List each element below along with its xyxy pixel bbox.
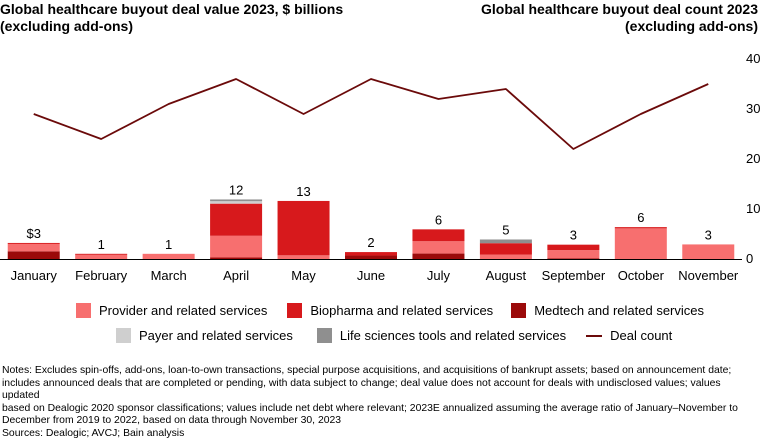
legend-label-provider: Provider and related services (99, 303, 268, 318)
deal-value-chart: January February March April May June July Augu… (0, 51, 760, 283)
bar-medtech-september (547, 258, 600, 259)
legend-label-deal-count: Deal count (610, 328, 673, 343)
bar-provider-february (75, 254, 128, 259)
bar-provider-april (210, 235, 263, 258)
bar-biopharma-january (7, 242, 60, 244)
y2-tick-label: 10 (746, 201, 760, 216)
total-label: $3 (26, 226, 40, 241)
bar-medtech-january (7, 251, 60, 259)
y2-tick-label: 40 (746, 51, 760, 66)
bar-provider-august (479, 254, 532, 259)
legend-label-life-sciences: Life sciences tools and related services (339, 328, 567, 343)
notes-line1: Notes: Excludes spin-offs, add-ons, loan… (2, 365, 732, 376)
bar-biopharma-february (75, 253, 128, 255)
x-tick-label: August (486, 268, 527, 283)
x-tick-label: October (618, 268, 665, 283)
bar-life_sciences-august (479, 239, 532, 244)
x-tick-label: April (223, 268, 249, 283)
x-tick-label: March (151, 268, 187, 283)
legend-item-life-sciences: Life sciences tools and related services (316, 328, 567, 343)
legend-swatch-life-sciences (316, 328, 332, 343)
total-label: 6 (637, 210, 644, 225)
title-right-line1: Global healthcare buyout deal count 2023 (481, 1, 758, 17)
legend-item-payer: Payer and related services (116, 328, 293, 343)
bar-provider-september (547, 250, 600, 259)
bar-biopharma-april (210, 203, 263, 236)
bar-medtech-april (210, 257, 263, 259)
bar-provider-july (412, 241, 465, 254)
y2-tick-label: 20 (746, 151, 760, 166)
x-tick-label: September (542, 268, 606, 283)
x-tick-label: January (11, 268, 58, 283)
bar-provider-may (277, 255, 330, 259)
y2-tick-label: 0 (746, 251, 753, 266)
x-tick-label: November (678, 268, 739, 283)
total-label: 3 (705, 227, 712, 242)
legend-item-medtech: Medtech and related services (511, 303, 704, 318)
legend-item-provider: Provider and related services (76, 303, 267, 318)
notes-line4: December from 2019 to 2022, based on dat… (2, 415, 342, 427)
bar-biopharma-july (412, 229, 465, 242)
notes: Notes: Excludes spin-offs, add-ons, loan… (2, 365, 757, 441)
total-label: 2 (367, 235, 374, 250)
x-tick-label: July (427, 268, 451, 283)
bar-payer-april (210, 201, 263, 204)
x-tick-label: May (291, 268, 316, 283)
legend-label-biopharma: Biopharma and related services (310, 303, 494, 318)
notes-sources: Sources: Dealogic; AVCJ; Bain analysis (2, 427, 185, 439)
bar-provider-january (7, 243, 60, 252)
notes-line3: based on Dealogic 2020 sponsor classific… (2, 402, 738, 414)
bar-biopharma-may (277, 200, 330, 256)
total-label: 1 (165, 237, 172, 252)
title-left-line2: (excluding add-ons) (0, 18, 133, 34)
chart-title-left: Global healthcare buyout deal value 2023… (0, 1, 400, 35)
bar-medtech-june (345, 255, 397, 259)
legend-label-medtech: Medtech and related services (534, 303, 704, 318)
x-tick-label: February (75, 268, 128, 283)
chart-title-right: Global healthcare buyout deal count 2023… (418, 1, 758, 35)
total-label: 6 (435, 212, 442, 227)
bar-biopharma-august (479, 243, 532, 255)
legend-item-deal-count: Deal count (586, 328, 672, 343)
bar-biopharma-october (614, 227, 667, 229)
legend-row-2: Payer and related services Life sciences… (116, 328, 686, 343)
total-label: 1 (98, 237, 105, 252)
bar-biopharma-september (547, 244, 600, 251)
notes-line2: includes announced deals that are comple… (2, 377, 721, 402)
total-label: 13 (296, 184, 310, 199)
title-left-line1: Global healthcare buyout deal value 2023… (0, 1, 344, 17)
legend-label-payer: Payer and related services (139, 328, 293, 343)
bar-provider-october (614, 228, 667, 259)
bar-biopharma-june (345, 252, 397, 256)
bar-life_sciences-april (210, 199, 263, 202)
x-tick-label: June (357, 268, 385, 283)
legend-swatch-biopharma (287, 303, 303, 318)
total-label: 12 (229, 182, 243, 197)
title-right-line2: (excluding add-ons) (625, 18, 758, 34)
bar-provider-november (682, 244, 735, 259)
total-label: 3 (570, 228, 577, 243)
legend-swatch-medtech (511, 303, 527, 318)
bar-provider-march (142, 253, 195, 259)
legend-swatch-provider (76, 303, 91, 318)
legend-row-1: Provider and related services Biopharma … (76, 303, 718, 318)
legend-swatch-payer (116, 328, 131, 343)
y2-tick-label: 30 (746, 101, 760, 116)
legend-item-biopharma: Biopharma and related services (287, 303, 493, 318)
deal-count-line (33, 78, 709, 150)
bar-medtech-july (412, 253, 465, 259)
legend-line-deal-count (586, 334, 603, 337)
total-label: 5 (502, 222, 509, 237)
